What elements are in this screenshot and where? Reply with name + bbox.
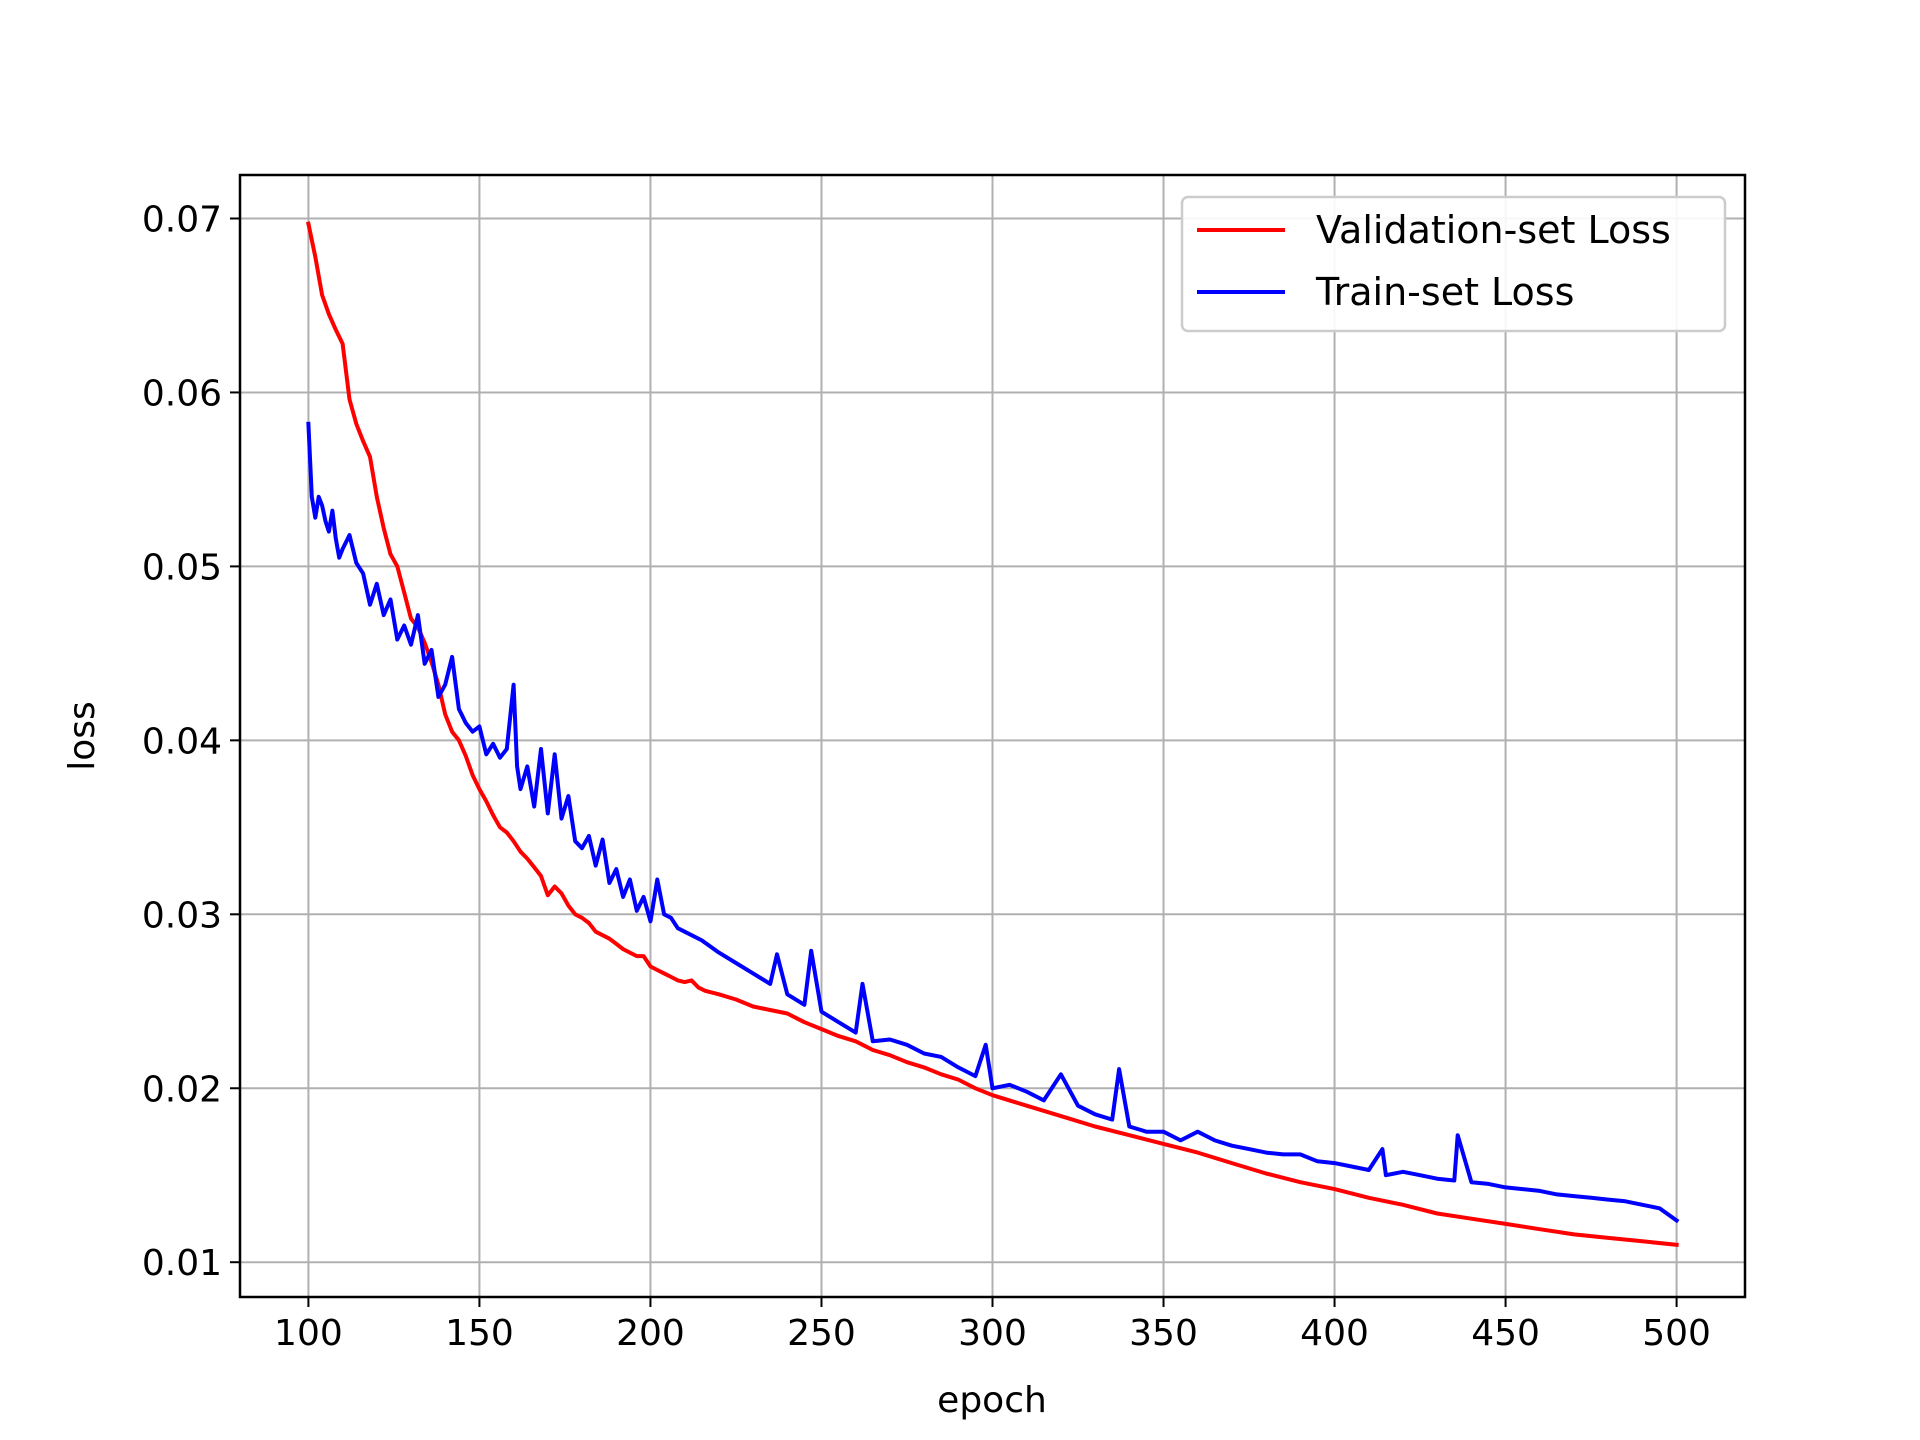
legend-label-train: Train-set Loss (1315, 270, 1574, 314)
legend-label-validation: Validation-set Loss (1316, 208, 1671, 252)
x-tick-label: 400 (1300, 1313, 1369, 1354)
y-tick-label: 0.02 (142, 1069, 222, 1110)
x-tick-label: 300 (958, 1313, 1027, 1354)
legend: Validation-set Loss Train-set Loss (1180, 195, 1727, 333)
y-tick-label: 0.03 (142, 895, 222, 936)
series-lines (306, 221, 1680, 1247)
x-tick-label: 450 (1471, 1313, 1540, 1354)
y-tick-label: 0.05 (142, 547, 222, 588)
y-tick-label: 0.07 (142, 199, 222, 240)
y-tick-label: 0.04 (142, 721, 222, 762)
x-tick-label: 250 (787, 1313, 856, 1354)
x-tick-label: 150 (445, 1313, 514, 1354)
x-tick-label: 200 (616, 1313, 685, 1354)
x-tick-label: 500 (1642, 1313, 1711, 1354)
axis-ticks: 100 150 200 250 300 350 400 450 500 0.01 0.02 0.03 0… (142, 199, 1711, 1354)
x-tick-label: 100 (274, 1313, 343, 1354)
legend-frame (1180, 195, 1727, 333)
y-tick-label: 0.06 (142, 373, 222, 414)
train-loss-line (306, 421, 1680, 1224)
y-axis-label: loss (62, 701, 103, 771)
x-axis-label: epoch (937, 1380, 1047, 1421)
x-tick-label: 350 (1129, 1313, 1198, 1354)
y-tick-label: 0.01 (142, 1243, 222, 1284)
